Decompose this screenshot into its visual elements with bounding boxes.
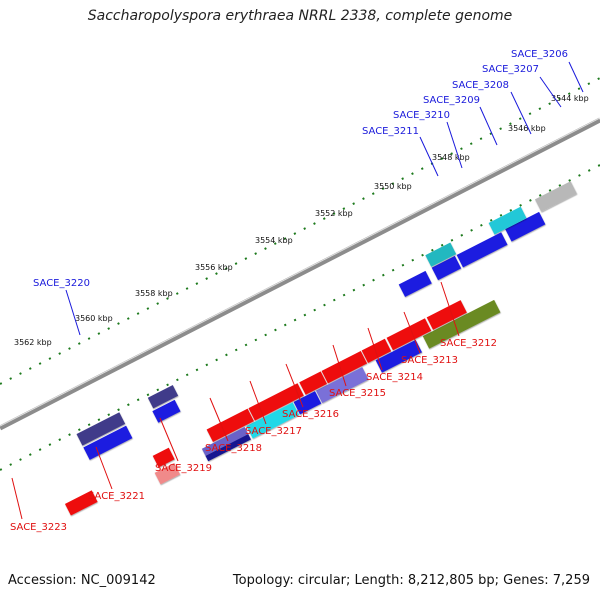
gene-segment	[398, 270, 432, 297]
genome-summary-text: Topology: circular; Length: 8,212,805 bp…	[232, 573, 590, 588]
scale-labels: 3544 kbp 3546 kbp 3548 kbp 3550 kbp 3552 kbp…	[14, 94, 589, 347]
gene-label-reverse[interactable]: SACE_3221	[88, 491, 145, 502]
gene-segment	[248, 383, 304, 421]
gene-segment	[76, 412, 126, 446]
leader-line	[479, 106, 498, 146]
scale-label: 3546 kbp	[508, 124, 546, 133]
gene-label-reverse[interactable]: SACE_3218	[205, 443, 262, 454]
leader-line	[367, 327, 383, 371]
gene-SACE_3219[interactable]	[206, 408, 254, 442]
leader-line	[11, 477, 23, 520]
scale-label: 3554 kbp	[255, 236, 293, 245]
gene-segment	[205, 434, 251, 462]
gene-label-forward[interactable]: SACE_3211	[362, 126, 419, 137]
gene-label-reverse[interactable]: SACE_3213	[401, 355, 458, 366]
gene-SACE_3207[interactable]	[505, 211, 546, 242]
gene-label-forward[interactable]: SACE_3206	[511, 49, 568, 60]
gene-segment	[152, 399, 181, 423]
gene-SACE_3214[interactable]	[386, 318, 432, 351]
leader-line	[403, 311, 421, 354]
map-title: Saccharopolyspora erythraea NRRL 2338, c…	[87, 8, 513, 24]
backbone-highlight	[0, 117, 600, 427]
gene-leader-lines	[11, 61, 584, 520]
gene-SACE_3215-b	[375, 339, 423, 373]
forward-genes	[76, 181, 577, 460]
gene-label-reverse[interactable]: SACE_3215	[329, 388, 386, 399]
leader-line	[332, 344, 347, 387]
gene-label-reverse[interactable]: SACE_3212	[440, 338, 497, 349]
gene-SACE_3217[interactable]	[315, 367, 369, 404]
scale-label: 3552 kbp	[315, 209, 353, 218]
gene-SACE_3206[interactable]	[534, 181, 577, 212]
gene-label-forward[interactable]: SACE_3207	[482, 64, 539, 75]
scale-label: 3556 kbp	[195, 263, 233, 272]
gene-segment	[154, 462, 181, 485]
gene-SACE_3209[interactable]	[456, 232, 508, 268]
gene-label-reverse[interactable]: SACE_3223	[10, 522, 67, 533]
gene-label-reverse[interactable]: SACE_3214	[366, 372, 423, 383]
leader-line	[285, 363, 304, 408]
gene-SACE_3211[interactable]	[425, 242, 457, 267]
gene-SACE_3210[interactable]	[431, 255, 462, 281]
leader-line	[510, 91, 532, 135]
scale-label: 3558 kbp	[135, 289, 173, 298]
outer-tick-row	[0, 77, 600, 385]
gene-segment	[293, 391, 322, 415]
leader-line	[419, 136, 439, 177]
gene-SACE_3212[interactable]	[422, 299, 501, 349]
accession-text: Accession: NC_009142	[8, 573, 156, 588]
leader-line	[539, 76, 562, 108]
gene-label-forward[interactable]: SACE_3208	[452, 80, 509, 91]
genome-backbone	[0, 117, 600, 431]
reverse-genes	[64, 299, 501, 516]
gene-segment	[201, 426, 249, 456]
gene-label-reverse[interactable]: SACE_3216	[282, 409, 339, 420]
gene-SACE_3220[interactable]	[147, 385, 179, 409]
gene-SACE_3216[interactable]	[321, 350, 368, 384]
scale-label: 3560 kbp	[75, 314, 113, 323]
leader-line	[95, 446, 113, 490]
leader-line	[568, 61, 584, 93]
gene-SACE_3221[interactable]	[152, 447, 175, 468]
gene-SACE_3218[interactable]	[299, 371, 328, 395]
gene-segment	[83, 425, 133, 460]
gene-label-forward[interactable]: SACE_3220	[33, 278, 90, 289]
gene-label-reverse[interactable]: SACE_3217	[245, 426, 302, 437]
leader-line	[65, 289, 81, 336]
gene-segment	[246, 402, 300, 439]
gene-SACE_3215[interactable]	[361, 338, 392, 363]
scale-label: 3548 kbp	[432, 153, 470, 162]
leader-line	[440, 281, 460, 337]
gene-SACE_3208[interactable]	[488, 206, 527, 235]
gene-SACE_3223[interactable]	[64, 490, 98, 516]
gene-label-forward[interactable]: SACE_3210	[393, 110, 450, 121]
scale-label: 3562 kbp	[14, 338, 52, 347]
leader-line	[159, 417, 179, 462]
scale-label: 3544 kbp	[551, 94, 589, 103]
leader-line	[446, 121, 463, 169]
leader-line	[249, 380, 267, 425]
gene-label-forward[interactable]: SACE_3209	[423, 95, 480, 106]
gene-label-reverse[interactable]: SACE_3219	[155, 463, 212, 474]
gene-SACE_3213[interactable]	[426, 300, 467, 330]
leader-line	[209, 397, 229, 442]
gene-labels: SACE_3206 SACE_3207 SACE_3208 SACE_3209 SACE…	[10, 49, 568, 533]
scale-label: 3550 kbp	[374, 182, 412, 191]
